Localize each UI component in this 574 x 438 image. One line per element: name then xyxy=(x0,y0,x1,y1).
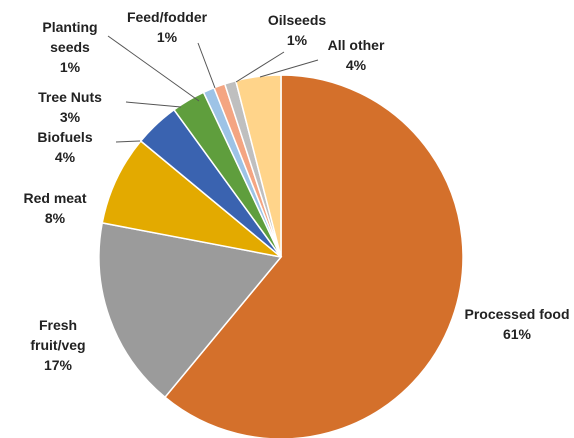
value-label: 8% xyxy=(44,210,66,226)
leader-line xyxy=(197,42,216,89)
slice-label: Tree Nuts 3% xyxy=(25,87,115,127)
category-name: All other xyxy=(327,37,385,53)
leader-line xyxy=(107,35,200,102)
value-label: 61% xyxy=(502,326,532,342)
category-name: Planting seeds xyxy=(42,19,98,55)
category-name: Tree Nuts xyxy=(38,89,102,105)
value-label: 4% xyxy=(54,149,76,165)
pie-slice xyxy=(163,74,464,438)
pie-slice xyxy=(101,139,282,258)
category-name: Biofuels xyxy=(37,129,93,145)
slice-label: Planting seeds 1% xyxy=(35,17,105,77)
value-label: 4% xyxy=(345,57,367,73)
leader-line xyxy=(235,51,285,83)
value-label: 1% xyxy=(286,32,308,48)
slice-label: All other 4% xyxy=(316,35,396,75)
slice-label: Fresh fruit/veg 17% xyxy=(18,315,98,375)
value-label: 17% xyxy=(43,357,73,373)
slice-label: Red meat 8% xyxy=(15,188,95,228)
pie-slice xyxy=(98,222,283,399)
value-label: 1% xyxy=(156,29,178,45)
slice-label: Oilseeds 1% xyxy=(262,10,332,50)
leader-line xyxy=(259,59,319,78)
category-name: Fresh fruit/veg xyxy=(30,317,86,353)
value-label: 1% xyxy=(59,59,81,75)
slice-label: Feed/fodder 1% xyxy=(117,7,217,47)
category-name: Red meat xyxy=(23,190,87,206)
leader-line xyxy=(115,140,141,143)
slice-label: Processed food 61% xyxy=(462,304,572,344)
pie-slice xyxy=(234,74,282,258)
category-name: Feed/fodder xyxy=(126,9,208,25)
category-name: Oilseeds xyxy=(267,12,327,28)
leader-line xyxy=(125,101,182,108)
slice-label: Biofuels 4% xyxy=(25,127,105,167)
category-name: Processed food xyxy=(464,306,570,322)
value-label: 3% xyxy=(59,109,81,125)
